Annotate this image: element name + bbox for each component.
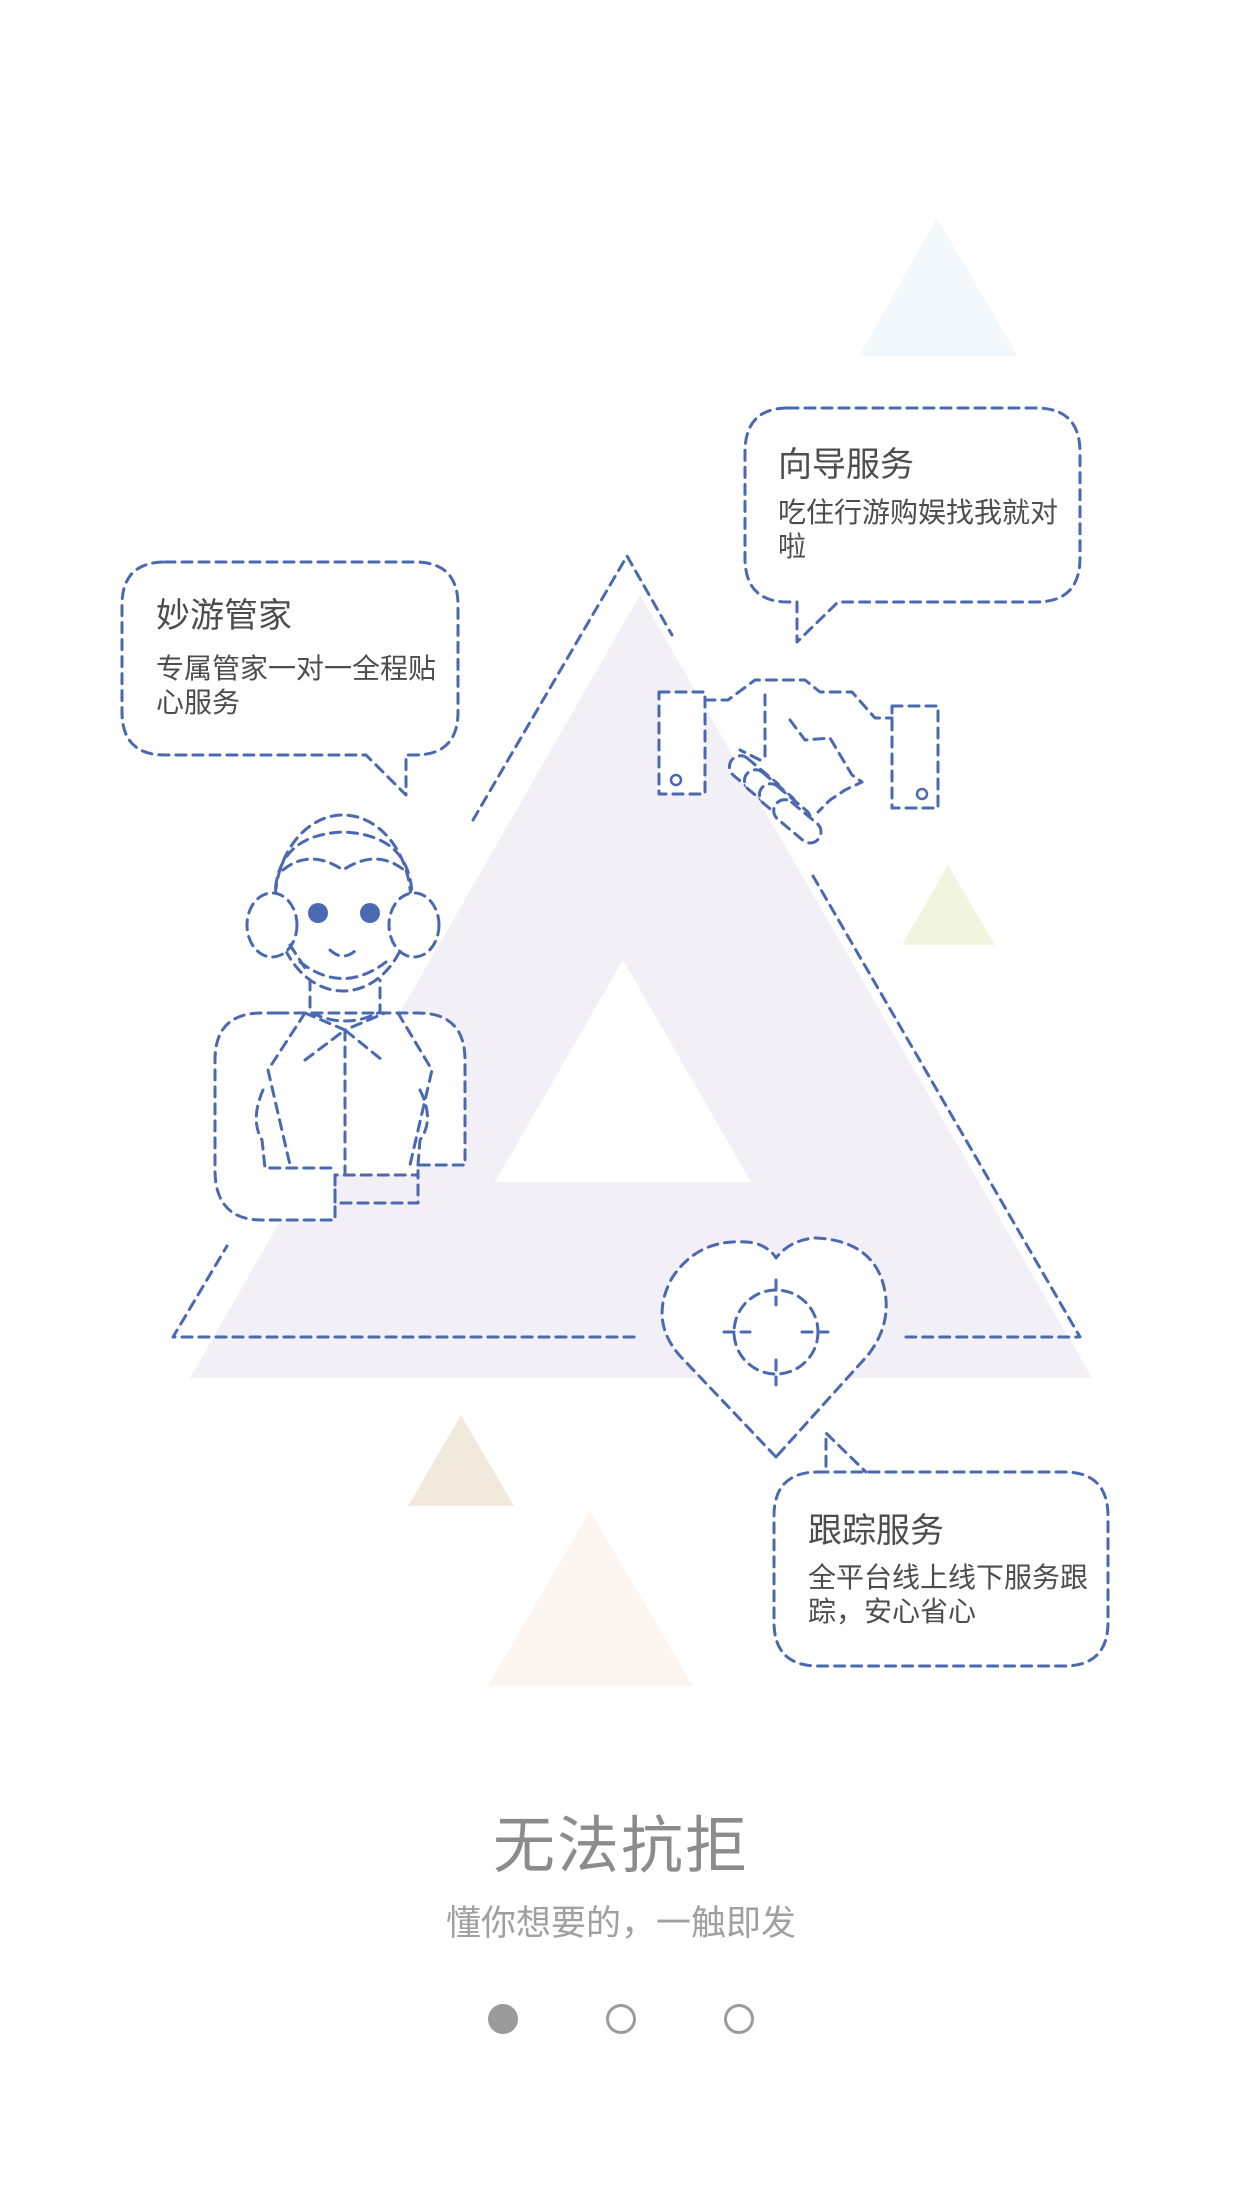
decor-triangle-tan [408, 1415, 514, 1506]
main-triangle [190, 595, 1092, 1378]
page-title: 无法抗拒 [492, 1809, 749, 1882]
guide-bubble-outline [743, 406, 1082, 644]
tracking-desc: 全平台线上线下服务跟踪，安心省心 [808, 1561, 1089, 1628]
decor-triangle-peach [488, 1511, 693, 1686]
triangle-outline [171, 554, 1082, 1339]
tracking-bubble-outline [772, 1431, 1110, 1668]
butler-desc: 专属管家一对一全程贴心服务 [156, 652, 437, 719]
guide-desc: 吃住行游购娱找我就对啦 [778, 496, 1059, 563]
guide-title: 向导服务 [778, 445, 914, 485]
butler-title: 妙游管家 [156, 596, 292, 636]
tracking-title: 跟踪服务 [808, 1511, 944, 1551]
handshake-icon [657, 678, 940, 845]
decor-triangle-green [902, 865, 995, 945]
butler-icon [213, 813, 467, 1222]
page-dot-1[interactable] [488, 2004, 518, 2034]
page-indicator [0, 2004, 1242, 2038]
butler-bubble-outline [120, 560, 460, 797]
heart-target-icon [660, 1236, 888, 1459]
page-dot-3[interactable] [724, 2004, 754, 2034]
page-dot-2[interactable] [606, 2004, 636, 2034]
decor-triangle-blue [859, 218, 1018, 356]
page-subtitle: 懂你想要的，一触即发 [445, 1904, 796, 1944]
